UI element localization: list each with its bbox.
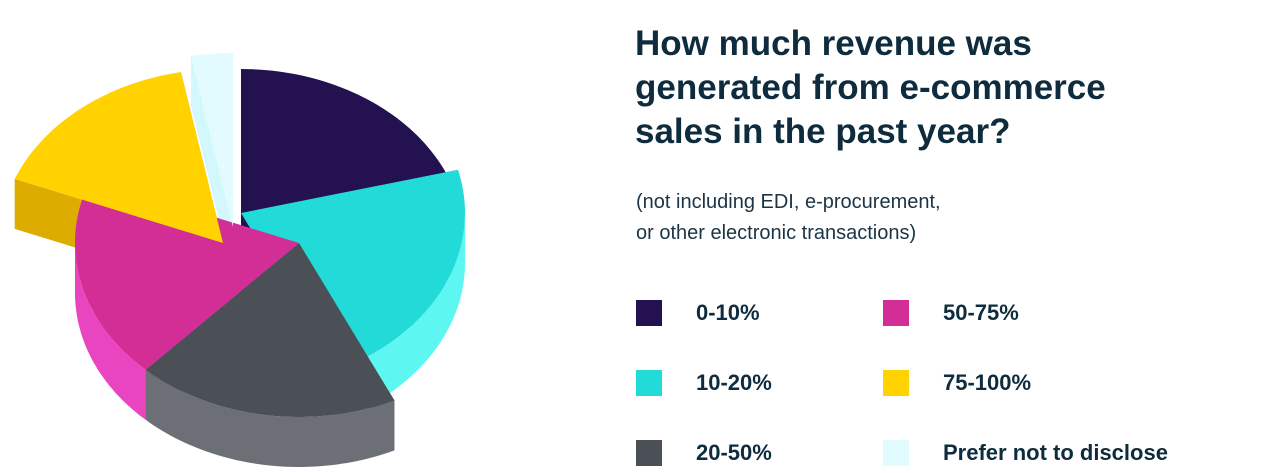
legend-swatch xyxy=(636,300,662,326)
pie-slice-side-50-75 xyxy=(75,243,146,420)
legend-label: 50-75% xyxy=(943,300,1019,325)
legend: 0-10% 10-20% 20-50% 50-75% 75-100% Prefe… xyxy=(636,293,1276,473)
pie-slice-20-50 xyxy=(145,243,395,417)
legend-label: 75-100% xyxy=(943,370,1032,395)
legend-item-50-75: 50-75% xyxy=(883,293,1019,333)
legend-item-75-100: 75-100% xyxy=(883,363,1031,403)
legend-item-10-20: 10-20% xyxy=(636,363,772,403)
pie-slice-10-20 xyxy=(241,169,465,371)
legend-swatch xyxy=(883,370,909,396)
legend-swatch xyxy=(636,370,662,396)
pie-slice-50-75 xyxy=(75,178,299,370)
pie-slice-75-100 xyxy=(14,72,224,243)
legend-swatch xyxy=(883,440,909,466)
title-line: sales in the past year? xyxy=(635,112,1011,151)
pie-slice-prefer-not-to-disclose xyxy=(191,53,233,227)
legend-label: 20-50% xyxy=(696,440,772,465)
legend-item-prefer-not-to-disclose: Prefer not to disclose xyxy=(883,433,1168,473)
title-line: How much revenue was xyxy=(635,24,1032,63)
subtitle-line: or other electronic transactions) xyxy=(636,222,917,244)
pie-chart xyxy=(14,53,465,467)
pie-slice-side-20-50 xyxy=(145,369,395,467)
subtitle-line: (not including EDI, e-procurement, xyxy=(636,191,941,213)
chart-title: How much revenue was generated from e-co… xyxy=(635,22,1255,154)
legend-label: 0-10% xyxy=(696,300,760,325)
title-line: generated from e-commerce xyxy=(635,68,1106,107)
legend-swatch xyxy=(636,440,662,466)
legend-label: Prefer not to disclose xyxy=(943,440,1168,465)
legend-item-20-50: 20-50% xyxy=(636,433,772,473)
chart-subtitle: (not including EDI, e-procurement, or ot… xyxy=(636,187,1196,249)
legend-label: 10-20% xyxy=(696,370,772,395)
legend-item-0-10: 0-10% xyxy=(636,293,760,333)
legend-swatch xyxy=(883,300,909,326)
